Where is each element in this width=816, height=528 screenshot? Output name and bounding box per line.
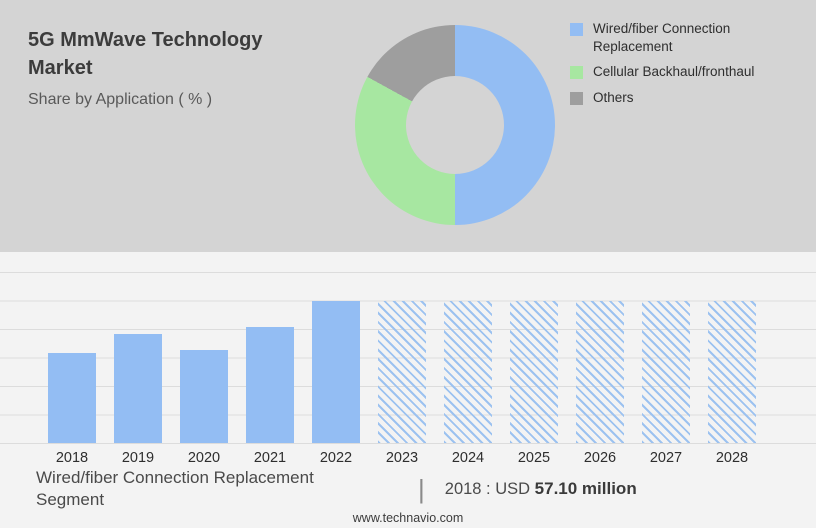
bar-chart-panel: 2018 2019 2020 2021 2022 2023 2024 2025 2026 2027… xyxy=(0,252,816,528)
x-axis-label-2021: 2021 xyxy=(253,450,287,466)
legend-label: Wired/fiber Connection Replacement xyxy=(593,21,731,54)
caption-separator: | xyxy=(418,473,425,504)
segment-caption-line2: Segment xyxy=(36,490,105,510)
page-title-line1: 5G MmWave Technology xyxy=(28,29,263,51)
forecast-bar-2028 xyxy=(708,300,756,443)
x-axis-label-2018: 2018 xyxy=(55,450,89,466)
legend-item-cellular-backhaul: Cellular Backhaul/fronthaul xyxy=(570,63,788,81)
title-block: 5G MmWave Technology Market Share by App… xyxy=(28,26,328,109)
forecast-bar-2026 xyxy=(576,300,624,443)
bar-2021 xyxy=(246,327,294,443)
forecast-bar-2027 xyxy=(642,300,690,443)
header-panel: 5G MmWave Technology Market Share by App… xyxy=(0,0,816,252)
page-subtitle: Share by Application ( % ) xyxy=(28,91,213,108)
x-axis-label-2028: 2028 xyxy=(715,450,749,466)
page-title: 5G MmWave Technology Market xyxy=(28,26,328,82)
website-text: www.technavio.com xyxy=(352,511,464,525)
donut-chart xyxy=(355,25,555,225)
bar-2020 xyxy=(180,349,228,443)
bar-plot xyxy=(0,272,816,444)
legend: Wired/fiber Connection Replacement Cellu… xyxy=(570,20,788,106)
base-year-prefix: 2018 : USD xyxy=(444,480,531,499)
bar-2018 xyxy=(48,352,96,443)
x-axis-label-2026: 2026 xyxy=(583,450,617,466)
x-axis-label-2024: 2024 xyxy=(451,450,485,466)
forecast-bar-2025 xyxy=(510,300,558,443)
forecast-bar-2024 xyxy=(444,300,492,443)
x-axis-label-2022: 2022 xyxy=(319,450,353,466)
caption-row: Wired/fiber Connection Replacement Segme… xyxy=(36,467,792,511)
x-axis-label-2023: 2023 xyxy=(385,450,419,466)
legend-item-wired-fiber: Wired/fiber Connection Replacement xyxy=(570,20,788,55)
bar-2019 xyxy=(114,333,162,443)
legend-swatch-green-icon xyxy=(570,66,583,80)
segment-caption: Wired/fiber Connection Replacement Segme… xyxy=(36,467,408,511)
x-axis-labels: 2018 2019 2020 2021 2022 2023 2024 2025 2026 2027… xyxy=(0,450,816,470)
legend-label: Others xyxy=(593,89,634,105)
segment-caption-line1: Wired/fiber Connection Replacement xyxy=(36,468,314,487)
x-axis-label-2027: 2027 xyxy=(649,450,683,466)
base-year-amount: 57.10 million xyxy=(534,479,637,499)
legend-label: Cellular Backhaul/fronthaul xyxy=(593,64,755,80)
x-axis-label-2025: 2025 xyxy=(517,450,551,466)
x-axis-label-2020: 2020 xyxy=(187,450,221,466)
bar-2022 xyxy=(312,300,360,443)
legend-swatch-gray-icon xyxy=(570,91,583,105)
forecast-bar-2023 xyxy=(378,300,426,443)
x-axis-label-2019: 2019 xyxy=(121,450,155,466)
page-title-line2: Market xyxy=(28,57,93,79)
base-year-value: 2018 : USD 57.10 million xyxy=(445,479,637,499)
legend-item-others: Others xyxy=(570,89,788,107)
legend-swatch-blue-icon xyxy=(570,23,583,36)
